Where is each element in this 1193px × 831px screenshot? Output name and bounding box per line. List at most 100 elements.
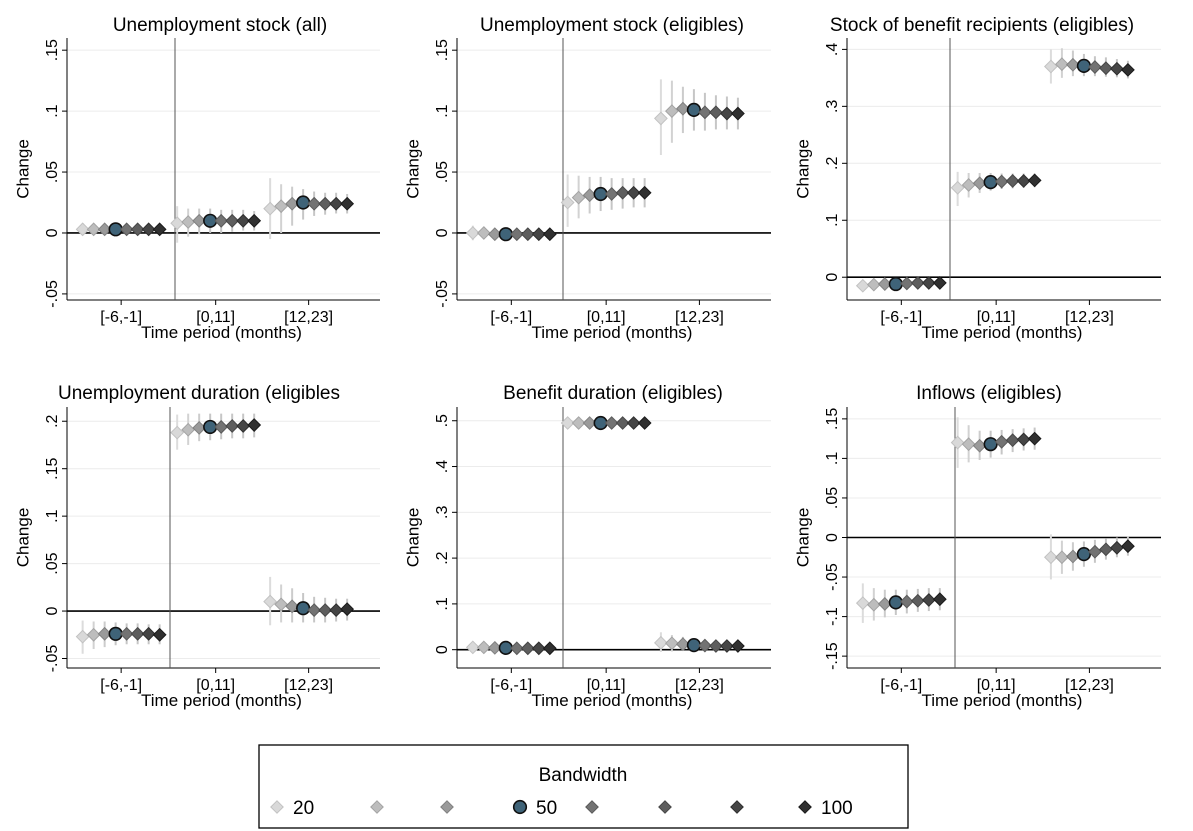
data-point [1005,174,1020,188]
data-point [1110,61,1124,76]
legend-label: 50 [536,798,557,819]
legend-frame [258,744,909,829]
data-point [307,196,322,211]
y-tick-label: -.05 [44,645,61,673]
data-point [709,105,723,120]
y-tick-label: -.05 [434,280,451,308]
data-point [855,278,870,293]
data-point [274,597,289,612]
data-point [86,222,101,237]
y-tick-label: .05 [824,487,841,509]
data-point [950,435,965,450]
x-axis-label: Time period (months) [141,323,302,342]
y-tick-label: .05 [434,161,451,183]
data-point [709,639,723,653]
y-tick-label: -.1 [824,607,841,626]
y-tick-label: .15 [44,39,61,61]
panel-title: Stock of benefit recipients (eligibles) [830,15,1134,36]
data-point [921,276,936,290]
data-point [983,437,998,452]
y-tick-label: .1 [44,104,61,117]
x-tick-label: [12,23] [284,677,333,694]
data-point [961,178,976,192]
data-point [1027,431,1042,446]
data-point [899,594,914,609]
data-point [296,195,311,210]
data-point [665,636,679,651]
y-tick-label: 0 [434,645,451,654]
data-point [626,416,641,430]
data-point [720,106,734,121]
data-point [1076,547,1092,562]
y-axis-label: Change [13,508,32,568]
panels: .15.1.050-.05[-6,-1] [0,11] [12,23]Time pe… [13,15,1161,710]
panel-1: .15 .1 .05 0 -.05 [-6,-1] [0,11] [12,23]Time pe… [13,15,380,342]
data-point [654,111,668,126]
x-tick-label: [0,11] [196,677,235,694]
data-point [994,174,1009,189]
data-point [604,187,619,201]
x-tick-label: [12,23] [675,677,724,694]
data-point [86,627,101,642]
data-point [921,593,936,607]
data-point [1016,432,1031,447]
data-point [910,593,925,608]
panel-3: .4 .3 .2 .1 0 [-6,-1] [0,11] [12,23]Time period… [793,15,1161,342]
data-point [225,419,240,433]
x-tick-label: [12,23] [284,309,333,326]
data-point [97,222,112,237]
data-point [236,419,251,433]
legend-title: Bandwidth [539,765,628,786]
y-tick-label: 0 [44,607,61,616]
legend-key [512,799,528,815]
x-tick-label: [-6,-1] [880,677,922,694]
data-point [152,627,167,642]
data-point [888,595,903,610]
data-point [192,213,207,228]
data-point [877,277,892,291]
data-point [1044,550,1058,565]
data-point [560,195,575,210]
data-point [855,596,870,611]
legend-items: 20 50 100 [270,798,853,819]
data-point [247,213,262,228]
y-tick-label: .4 [434,460,451,473]
data-point [626,185,641,200]
data-point [329,603,344,618]
data-point [654,635,668,650]
panel-2: .15 .1 .05 0 -.05 [-6,-1] [0,11] [12,23]Time pe… [403,15,771,342]
x-tick-label: [-6,-1] [490,677,532,694]
data-point [720,639,734,653]
x-tick-label: [12,23] [1065,677,1114,694]
x-axis-label: Time period (months) [532,691,693,710]
data-point [141,626,156,641]
panel-title: Unemployment stock (all) [113,15,327,36]
y-tick-label: .1 [434,104,451,117]
data-point [487,640,502,655]
y-tick-label: 0 [434,228,451,237]
x-tick-label: [0,11] [587,677,626,694]
data-point [615,185,630,200]
y-tick-label: .05 [44,552,61,574]
legend-key [658,800,672,814]
data-point [1121,62,1135,77]
y-tick-label: 0 [44,228,61,237]
panel-title: Inflows (eligibles) [916,383,1062,404]
y-tick-label: -.05 [824,563,841,591]
data-point [899,276,914,291]
data-point [531,227,546,242]
data-point [615,416,630,430]
x-tick-label: [0,11] [196,309,235,326]
data-point [285,599,300,614]
data-point [1076,58,1092,74]
data-point [542,641,557,656]
data-point [498,640,513,655]
data-point [665,104,679,119]
data-point [1088,544,1102,559]
data-point [866,277,881,292]
y-tick-label: 0 [824,533,841,542]
data-point [296,601,311,616]
data-point [1027,173,1042,188]
data-point [676,637,690,652]
